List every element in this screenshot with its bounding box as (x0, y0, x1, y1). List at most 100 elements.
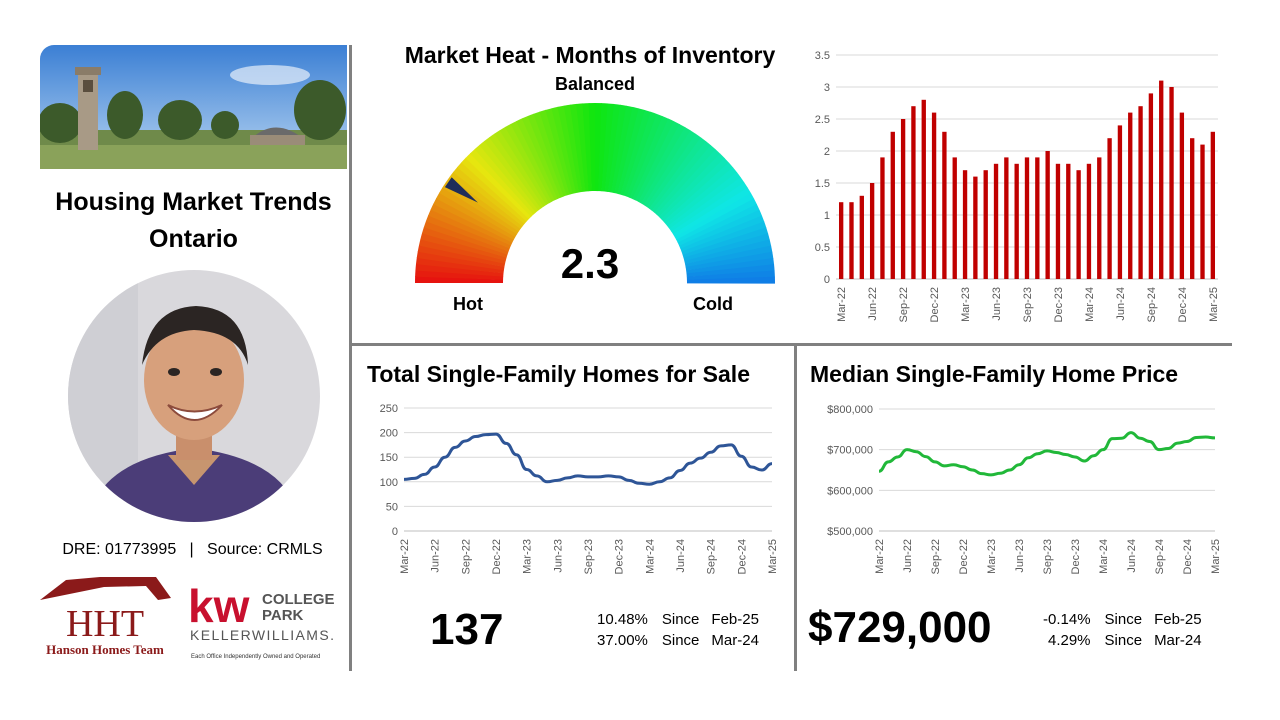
price-panel-title: Median Single-Family Home Price (810, 361, 1179, 387)
x-tick-label: Mar-23 (986, 539, 998, 574)
x-tick-label: Sep-24 (1154, 539, 1166, 574)
x-tick-label: Sep-22 (930, 539, 942, 574)
months-inventory-gauge (415, 103, 775, 284)
x-tick-label: Dec-23 (1053, 287, 1065, 322)
x-tick-label: Jun-22 (430, 539, 442, 573)
x-tick-label: Jun-24 (1115, 287, 1127, 321)
sidebar-divider (349, 45, 352, 671)
inventory-change-table: 10.48% Since Feb-25 37.00% Since Mar-24 (597, 611, 759, 653)
gauge-needle (444, 177, 478, 203)
change-period: Mar-24 (1154, 632, 1202, 649)
change-since: Since (1104, 611, 1143, 628)
kw-letters: kw (188, 580, 250, 632)
bar (1014, 163, 1019, 279)
gauge-value: 2.3 (560, 240, 620, 287)
x-tick-label: Mar-24 (1084, 287, 1096, 322)
bar (880, 157, 885, 279)
y-tick-label: 250 (380, 403, 398, 415)
x-tick-label: Dec-23 (1070, 539, 1082, 574)
bar (962, 170, 968, 279)
y-tick-label: 1 (824, 210, 830, 222)
bottom-panels-divider (794, 346, 797, 671)
change-row: 37.00% Since Mar-24 (597, 632, 759, 653)
bar (849, 202, 854, 279)
bar (1035, 157, 1040, 279)
price-current-value: $729,000 (808, 603, 992, 652)
agent-sidebar: Housing Market Trends Ontario DRE: 01773… (0, 0, 350, 720)
change-percent: 37.00% (597, 632, 648, 649)
gauge-cold-label: Cold (693, 294, 733, 314)
bar (838, 202, 844, 279)
bar (1107, 138, 1112, 279)
x-tick-label: Mar-22 (874, 539, 886, 574)
x-tick-label: Mar-24 (1098, 539, 1110, 574)
x-tick-label: Mar-23 (960, 287, 972, 322)
x-tick-label: Mar-23 (522, 539, 534, 574)
y-tick-label: 0.5 (815, 242, 830, 254)
change-since: Since (661, 632, 700, 649)
bar (1128, 112, 1133, 279)
change-percent: 4.29% (1047, 632, 1091, 649)
x-tick-label: Dec-22 (491, 539, 503, 574)
bar (911, 106, 916, 279)
y-tick-label: $700,000 (827, 445, 873, 457)
bar (1097, 157, 1102, 279)
bar (1076, 170, 1081, 279)
bar (942, 131, 947, 279)
change-period: Feb-25 (711, 611, 759, 628)
y-tick-label: 50 (386, 501, 398, 513)
bar (1138, 106, 1143, 279)
bar (983, 170, 988, 279)
x-tick-label: Jun-23 (552, 539, 564, 573)
bar (869, 183, 875, 279)
bar (1004, 157, 1009, 279)
bar (1024, 157, 1030, 279)
x-tick-label: Dec-24 (1177, 287, 1189, 322)
bar (1179, 112, 1185, 279)
agent-avatar (68, 270, 320, 522)
x-tick-label: Dec-24 (736, 539, 748, 574)
gauge-hot-label: Hot (453, 294, 483, 314)
hanson-homes-team-logo: HHT Hanson Homes Team (38, 574, 173, 660)
bar (1117, 125, 1123, 280)
bar (1159, 80, 1164, 279)
y-tick-label: 3.5 (815, 50, 830, 62)
x-tick-label: Dec-23 (614, 539, 626, 574)
bar (1148, 93, 1154, 280)
months-inventory-bar-chart: 0 0.5 1 1.5 2 2.5 3 3.5 Mar-22 Jun-22 Sep-22 Dec-22… (815, 50, 1220, 322)
x-tick-label: Jun-22 (902, 539, 914, 573)
median-price-line-chart: $500,000 $600,000 $700,000 $800,000 Mar-22 Ju… (827, 404, 1222, 574)
x-tick-label: Dec-22 (929, 287, 941, 322)
gauge-arc (415, 276, 504, 283)
x-tick-label: Jun-22 (867, 287, 879, 321)
x-tick-label: Jun-23 (991, 287, 1003, 321)
y-tick-label: $500,000 (827, 526, 873, 538)
y-tick-label: 3 (824, 82, 830, 94)
change-period: Mar-24 (711, 632, 759, 649)
y-tick-label: $600,000 (827, 485, 873, 497)
bar (973, 176, 978, 279)
bar (890, 131, 895, 279)
x-tick-label: Sep-24 (706, 539, 718, 574)
series-line (878, 431, 1216, 477)
change-row: 4.29% Since Mar-24 (1043, 632, 1202, 653)
y-tick-label: 200 (380, 428, 398, 440)
x-tick-label: Mar-25 (1208, 287, 1220, 322)
x-tick-label: Jun-23 (1014, 539, 1026, 573)
change-percent: -0.14% (1043, 611, 1091, 628)
report-title: Housing Market Trends Ontario (40, 184, 347, 258)
x-tick-label: Sep-24 (1146, 287, 1158, 322)
change-row: -0.14% Since Feb-25 (1043, 611, 1202, 632)
price-change-table: -0.14% Since Feb-25 4.29% Since Mar-24 (1043, 611, 1202, 653)
y-tick-label: 1.5 (815, 178, 830, 190)
y-tick-label: 100 (380, 477, 398, 489)
hht-letters: HHT (66, 603, 144, 645)
kw-office-line: COLLEGE (262, 591, 335, 608)
kw-office-line: PARK (262, 607, 304, 624)
change-period: Feb-25 (1154, 611, 1202, 628)
x-tick-label: Mar-25 (1210, 539, 1222, 574)
keller-williams-logo: kw COLLEGE PARK KELLERWILLIAMS. Each Off… (188, 578, 338, 662)
bar (1169, 87, 1174, 279)
bar (1200, 144, 1205, 279)
change-since: Since (661, 611, 700, 628)
